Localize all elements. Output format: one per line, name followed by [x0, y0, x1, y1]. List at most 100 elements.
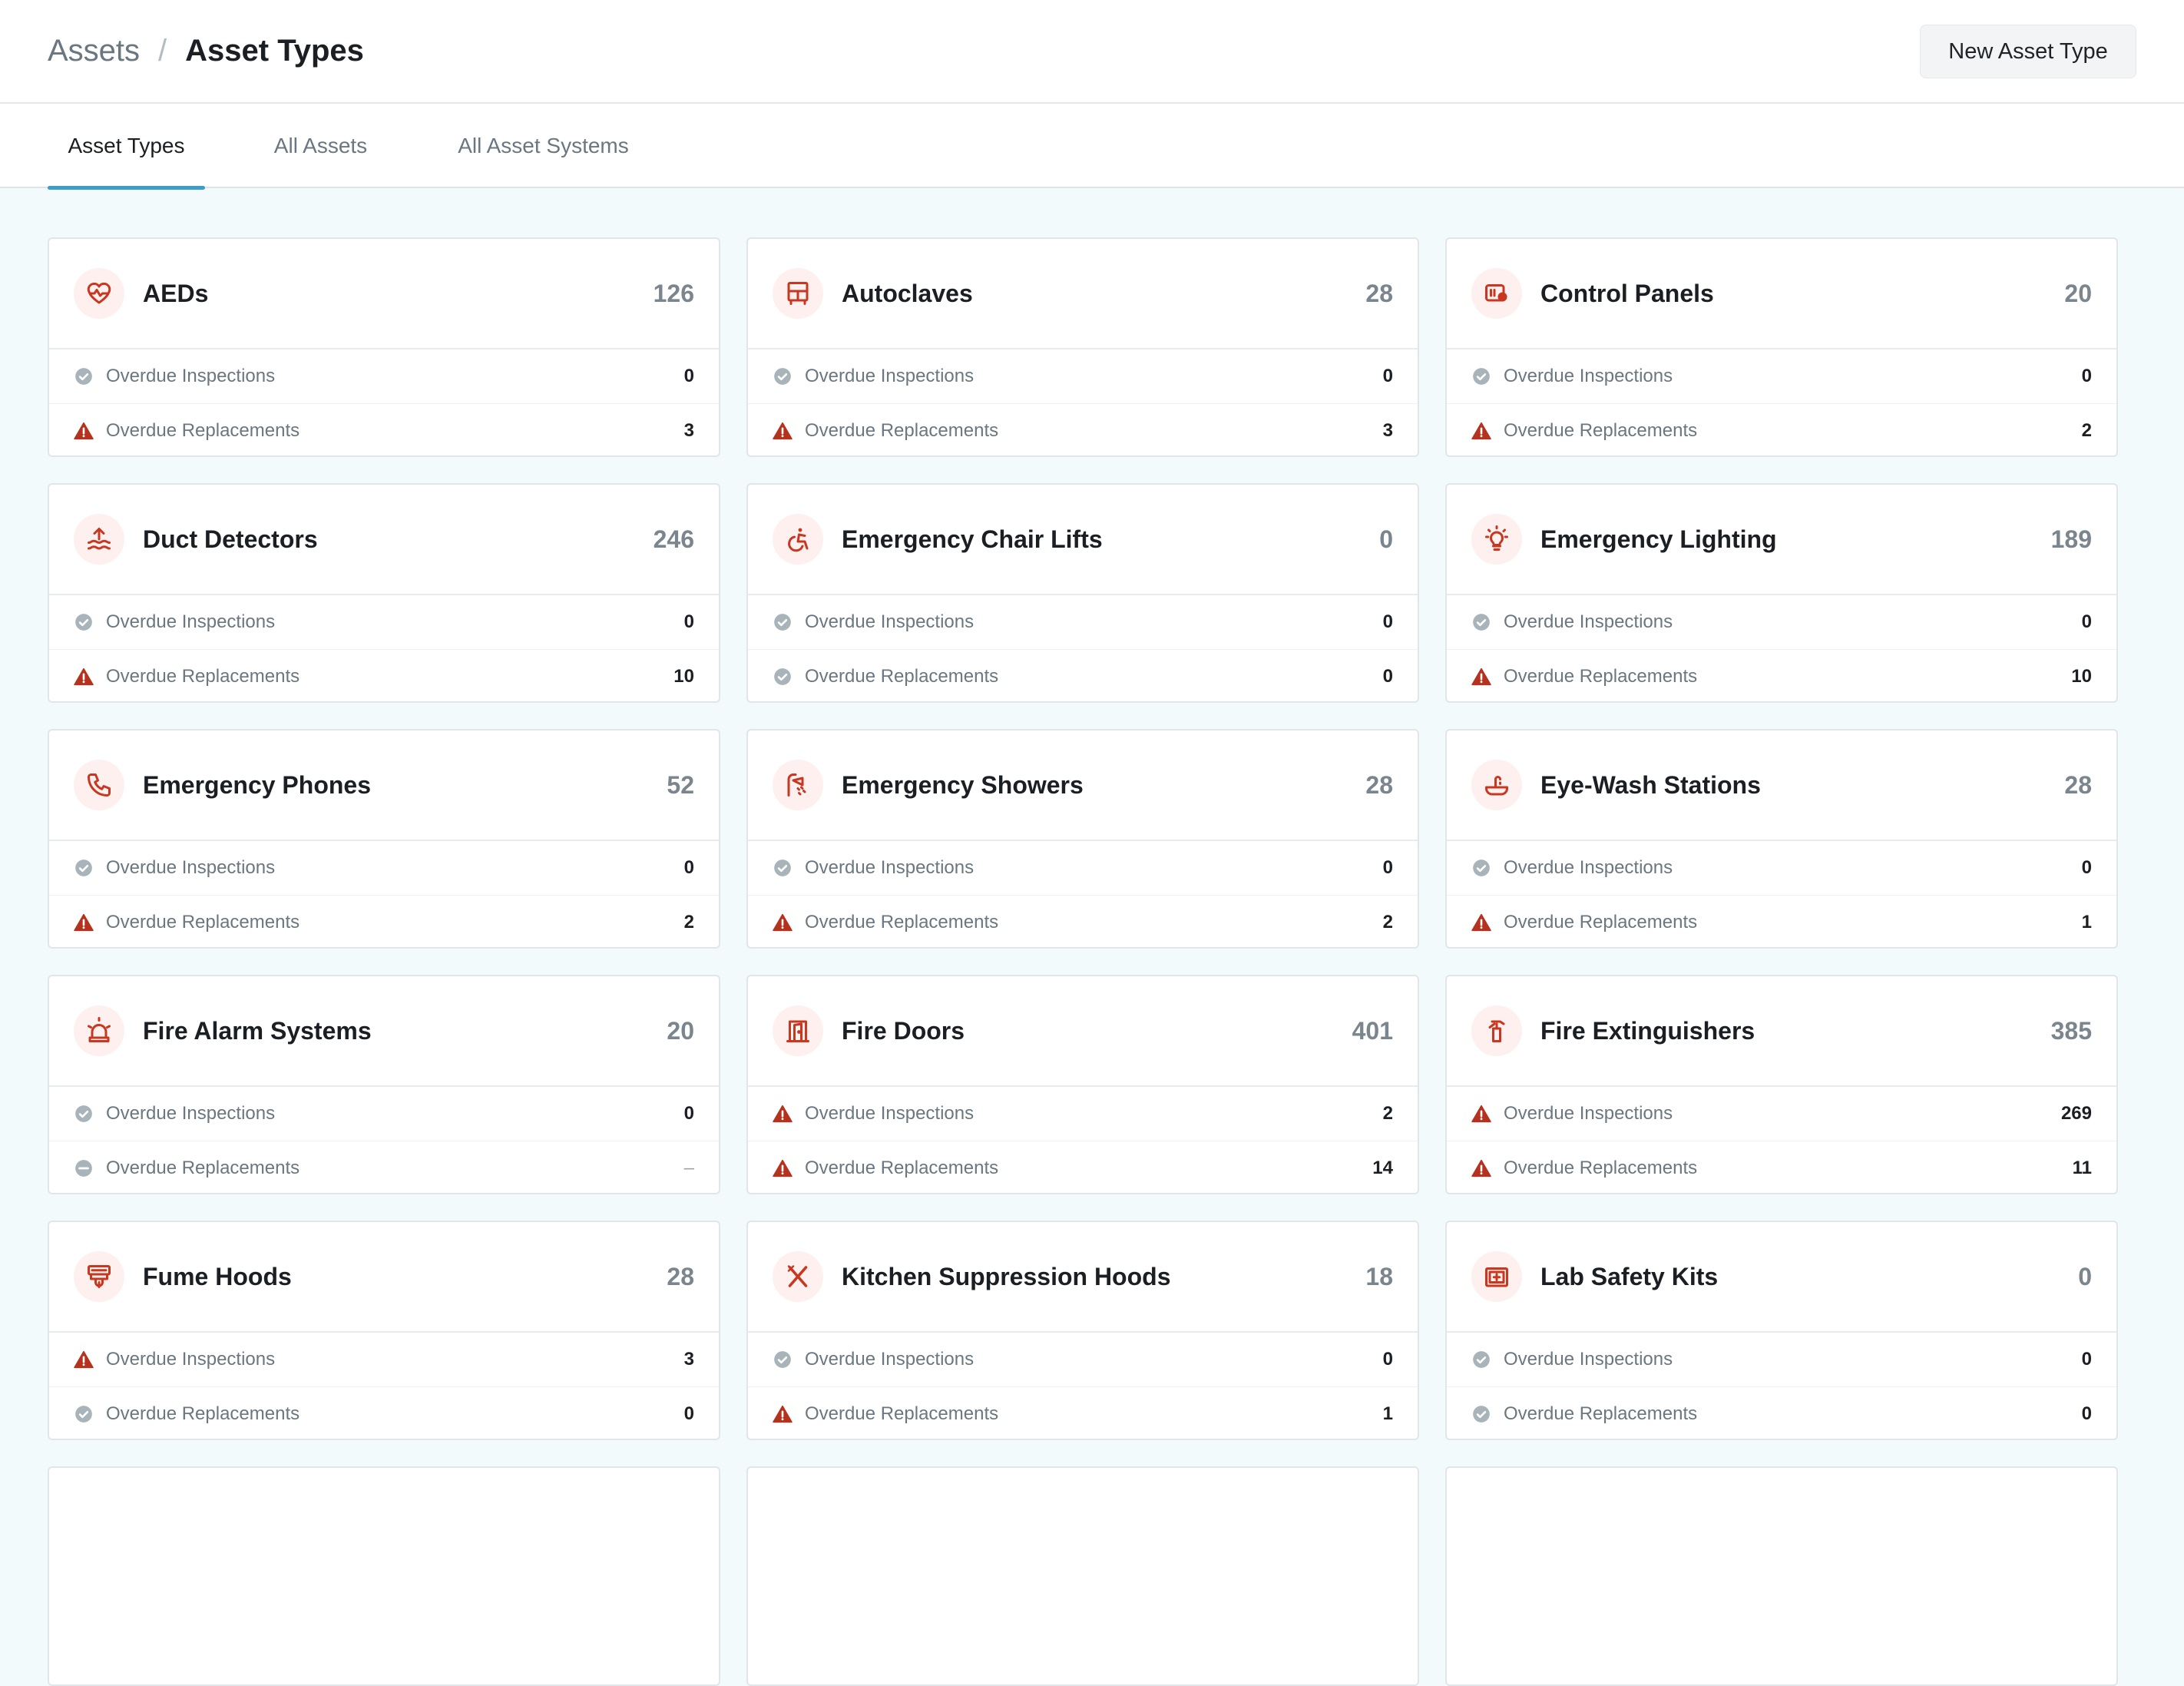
row-value: 0 [1382, 1349, 1393, 1370]
asset-type-card-emergency-lighting[interactable]: Emergency Lighting 189 Overdue Inspections… [1445, 483, 2118, 703]
phone-icon [74, 760, 124, 810]
asset-type-card-fire-doors[interactable]: Fire Doors 401 Overdue Inspections 2 Overdue… [746, 975, 1419, 1194]
card-title: Control Panels [1540, 279, 1714, 307]
card-header: Fire Extinguishers 385 [1447, 976, 2116, 1087]
asset-type-card-emergency-showers[interactable]: Emergency Showers 28 Overdue Inspections 0 O… [746, 729, 1419, 949]
row-label: Overdue Replacements [805, 1403, 999, 1424]
asset-count: 126 [653, 279, 694, 307]
asset-count: 20 [2064, 279, 2092, 307]
duct-detector-icon [74, 514, 124, 565]
overdue-replacements-row: Overdue Replacements 3 [748, 403, 1418, 455]
row-value: 0 [683, 1403, 694, 1424]
overdue-inspections-row: Overdue Inspections 0 [49, 595, 719, 649]
row-value: 0 [683, 366, 694, 386]
row-label: Overdue Replacements [106, 911, 300, 932]
row-label: Overdue Replacements [1504, 1403, 1698, 1424]
asset-type-card-fume-hoods[interactable]: Fume Hoods 28 Overdue Inspections 3 Overdue … [48, 1221, 720, 1440]
card-title: Fume Hoods [143, 1262, 292, 1290]
row-label: Overdue Inspections [1504, 366, 1673, 386]
row-value: 11 [2072, 1157, 2092, 1178]
check-circle-icon [1471, 612, 1491, 632]
warning-triangle-icon [1471, 667, 1491, 687]
asset-type-card-lab-safety-kits[interactable]: Lab Safety Kits 0 Overdue Inspections 0 Over… [1445, 1221, 2118, 1440]
warning-triangle-icon [1471, 421, 1491, 441]
card-title: Emergency Chair Lifts [842, 525, 1103, 553]
warning-triangle-icon [74, 913, 94, 932]
overdue-replacements-row: Overdue Replacements 0 [748, 649, 1418, 701]
new-asset-type-button[interactable]: New Asset Type [1920, 25, 2136, 78]
check-circle-icon [773, 612, 793, 632]
row-value: 0 [2081, 1349, 2092, 1370]
page-title: Asset Types [185, 33, 364, 68]
row-value: 269 [2060, 1103, 2092, 1124]
asset-type-card-fire-alarm-systems[interactable]: Fire Alarm Systems 20 Overdue Inspections 0… [48, 975, 720, 1194]
overdue-replacements-row: Overdue Replacements 3 [49, 403, 719, 455]
overdue-inspections-row: Overdue Inspections 3 [49, 1333, 719, 1386]
card-title: Fire Extinguishers [1540, 1016, 1755, 1045]
row-value: 1 [2081, 911, 2092, 932]
overdue-replacements-row: Overdue Replacements – [49, 1141, 719, 1193]
asset-count: 28 [1365, 770, 1393, 799]
row-value: 2 [1382, 1103, 1393, 1124]
check-circle-icon [74, 858, 94, 878]
check-circle-icon [1471, 366, 1491, 386]
door-icon [773, 1005, 823, 1056]
row-label: Overdue Inspections [1504, 1103, 1673, 1124]
card-title: Duct Detectors [143, 525, 318, 553]
card-header: Emergency Phones 52 [49, 730, 719, 841]
overdue-inspections-row: Overdue Inspections 0 [49, 841, 719, 895]
row-label: Overdue Inspections [805, 857, 975, 878]
tab-asset-types[interactable]: Asset Types [48, 104, 205, 190]
overdue-inspections-row: Overdue Inspections 0 [1447, 1333, 2116, 1386]
row-label: Overdue Inspections [106, 1103, 276, 1124]
row-value: 14 [1372, 1157, 1393, 1178]
overdue-replacements-row: Overdue Replacements 1 [1447, 895, 2116, 947]
check-circle-icon [773, 858, 793, 878]
asset-type-card-partial[interactable] [746, 1466, 1419, 1686]
overdue-inspections-row: Overdue Inspections 0 [1447, 595, 2116, 649]
asset-type-card-emergency-phones[interactable]: Emergency Phones 52 Overdue Inspections 0 Ov… [48, 729, 720, 949]
shower-icon [773, 760, 823, 810]
row-label: Overdue Replacements [106, 1157, 300, 1178]
overdue-replacements-row: Overdue Replacements 2 [49, 895, 719, 947]
row-label: Overdue Inspections [805, 1103, 975, 1124]
row-label: Overdue Inspections [805, 611, 975, 632]
asset-count: 189 [2050, 525, 2092, 553]
card-title: Autoclaves [842, 279, 973, 307]
asset-type-card-control-panels[interactable]: Control Panels 20 Overdue Inspections 0 Over… [1445, 237, 2118, 457]
overdue-inspections-row: Overdue Inspections 0 [1447, 349, 2116, 403]
eye-wash-icon [1471, 760, 1522, 810]
tab-all-assets[interactable]: All Assets [273, 134, 368, 157]
row-label: Overdue Replacements [1504, 1157, 1698, 1178]
asset-type-card-aeds[interactable]: AEDs 126 Overdue Inspections 0 Overdue Repla… [48, 237, 720, 457]
row-label: Overdue Inspections [805, 366, 975, 386]
asset-type-card-kitchen-suppression-hoods[interactable]: Kitchen Suppression Hoods 18 Overdue Inspe… [746, 1221, 1419, 1440]
row-label: Overdue Inspections [1504, 611, 1673, 632]
asset-type-card-partial[interactable] [1445, 1466, 2118, 1686]
asset-type-card-emergency-chair-lifts[interactable]: Emergency Chair Lifts 0 Overdue Inspection… [746, 483, 1419, 703]
asset-count: 28 [667, 1262, 694, 1290]
row-value: 0 [1382, 366, 1393, 386]
card-header: Duct Detectors 246 [49, 485, 719, 595]
row-label: Overdue Replacements [1504, 665, 1698, 687]
row-label: Overdue Replacements [1504, 911, 1698, 932]
asset-count: 401 [1352, 1016, 1393, 1045]
asset-type-card-eye-wash-stations[interactable]: Eye-Wash Stations 28 Overdue Inspections 0 O… [1445, 729, 2118, 949]
row-value: 10 [673, 665, 694, 687]
check-circle-icon [773, 667, 793, 687]
asset-type-card-fire-extinguishers[interactable]: Fire Extinguishers 385 Overdue Inspections… [1445, 975, 2118, 1194]
asset-type-card-partial[interactable] [48, 1466, 720, 1686]
row-value: 3 [683, 419, 694, 441]
row-label: Overdue Inspections [1504, 857, 1673, 878]
utensils-icon [773, 1251, 823, 1302]
row-value: 0 [683, 857, 694, 878]
tab-all-asset-systems[interactable]: All Asset Systems [458, 134, 629, 157]
breadcrumb-assets-link[interactable]: Assets [48, 33, 141, 68]
check-circle-icon [74, 1404, 94, 1424]
card-title: Emergency Lighting [1540, 525, 1777, 553]
row-value: 3 [1382, 419, 1393, 441]
fume-hood-icon [74, 1251, 124, 1302]
asset-type-card-duct-detectors[interactable]: Duct Detectors 246 Overdue Inspections 0 Ove… [48, 483, 720, 703]
row-label: Overdue Inspections [106, 1349, 276, 1370]
asset-type-card-autoclaves[interactable]: Autoclaves 28 Overdue Inspections 0 Overdue … [746, 237, 1419, 457]
